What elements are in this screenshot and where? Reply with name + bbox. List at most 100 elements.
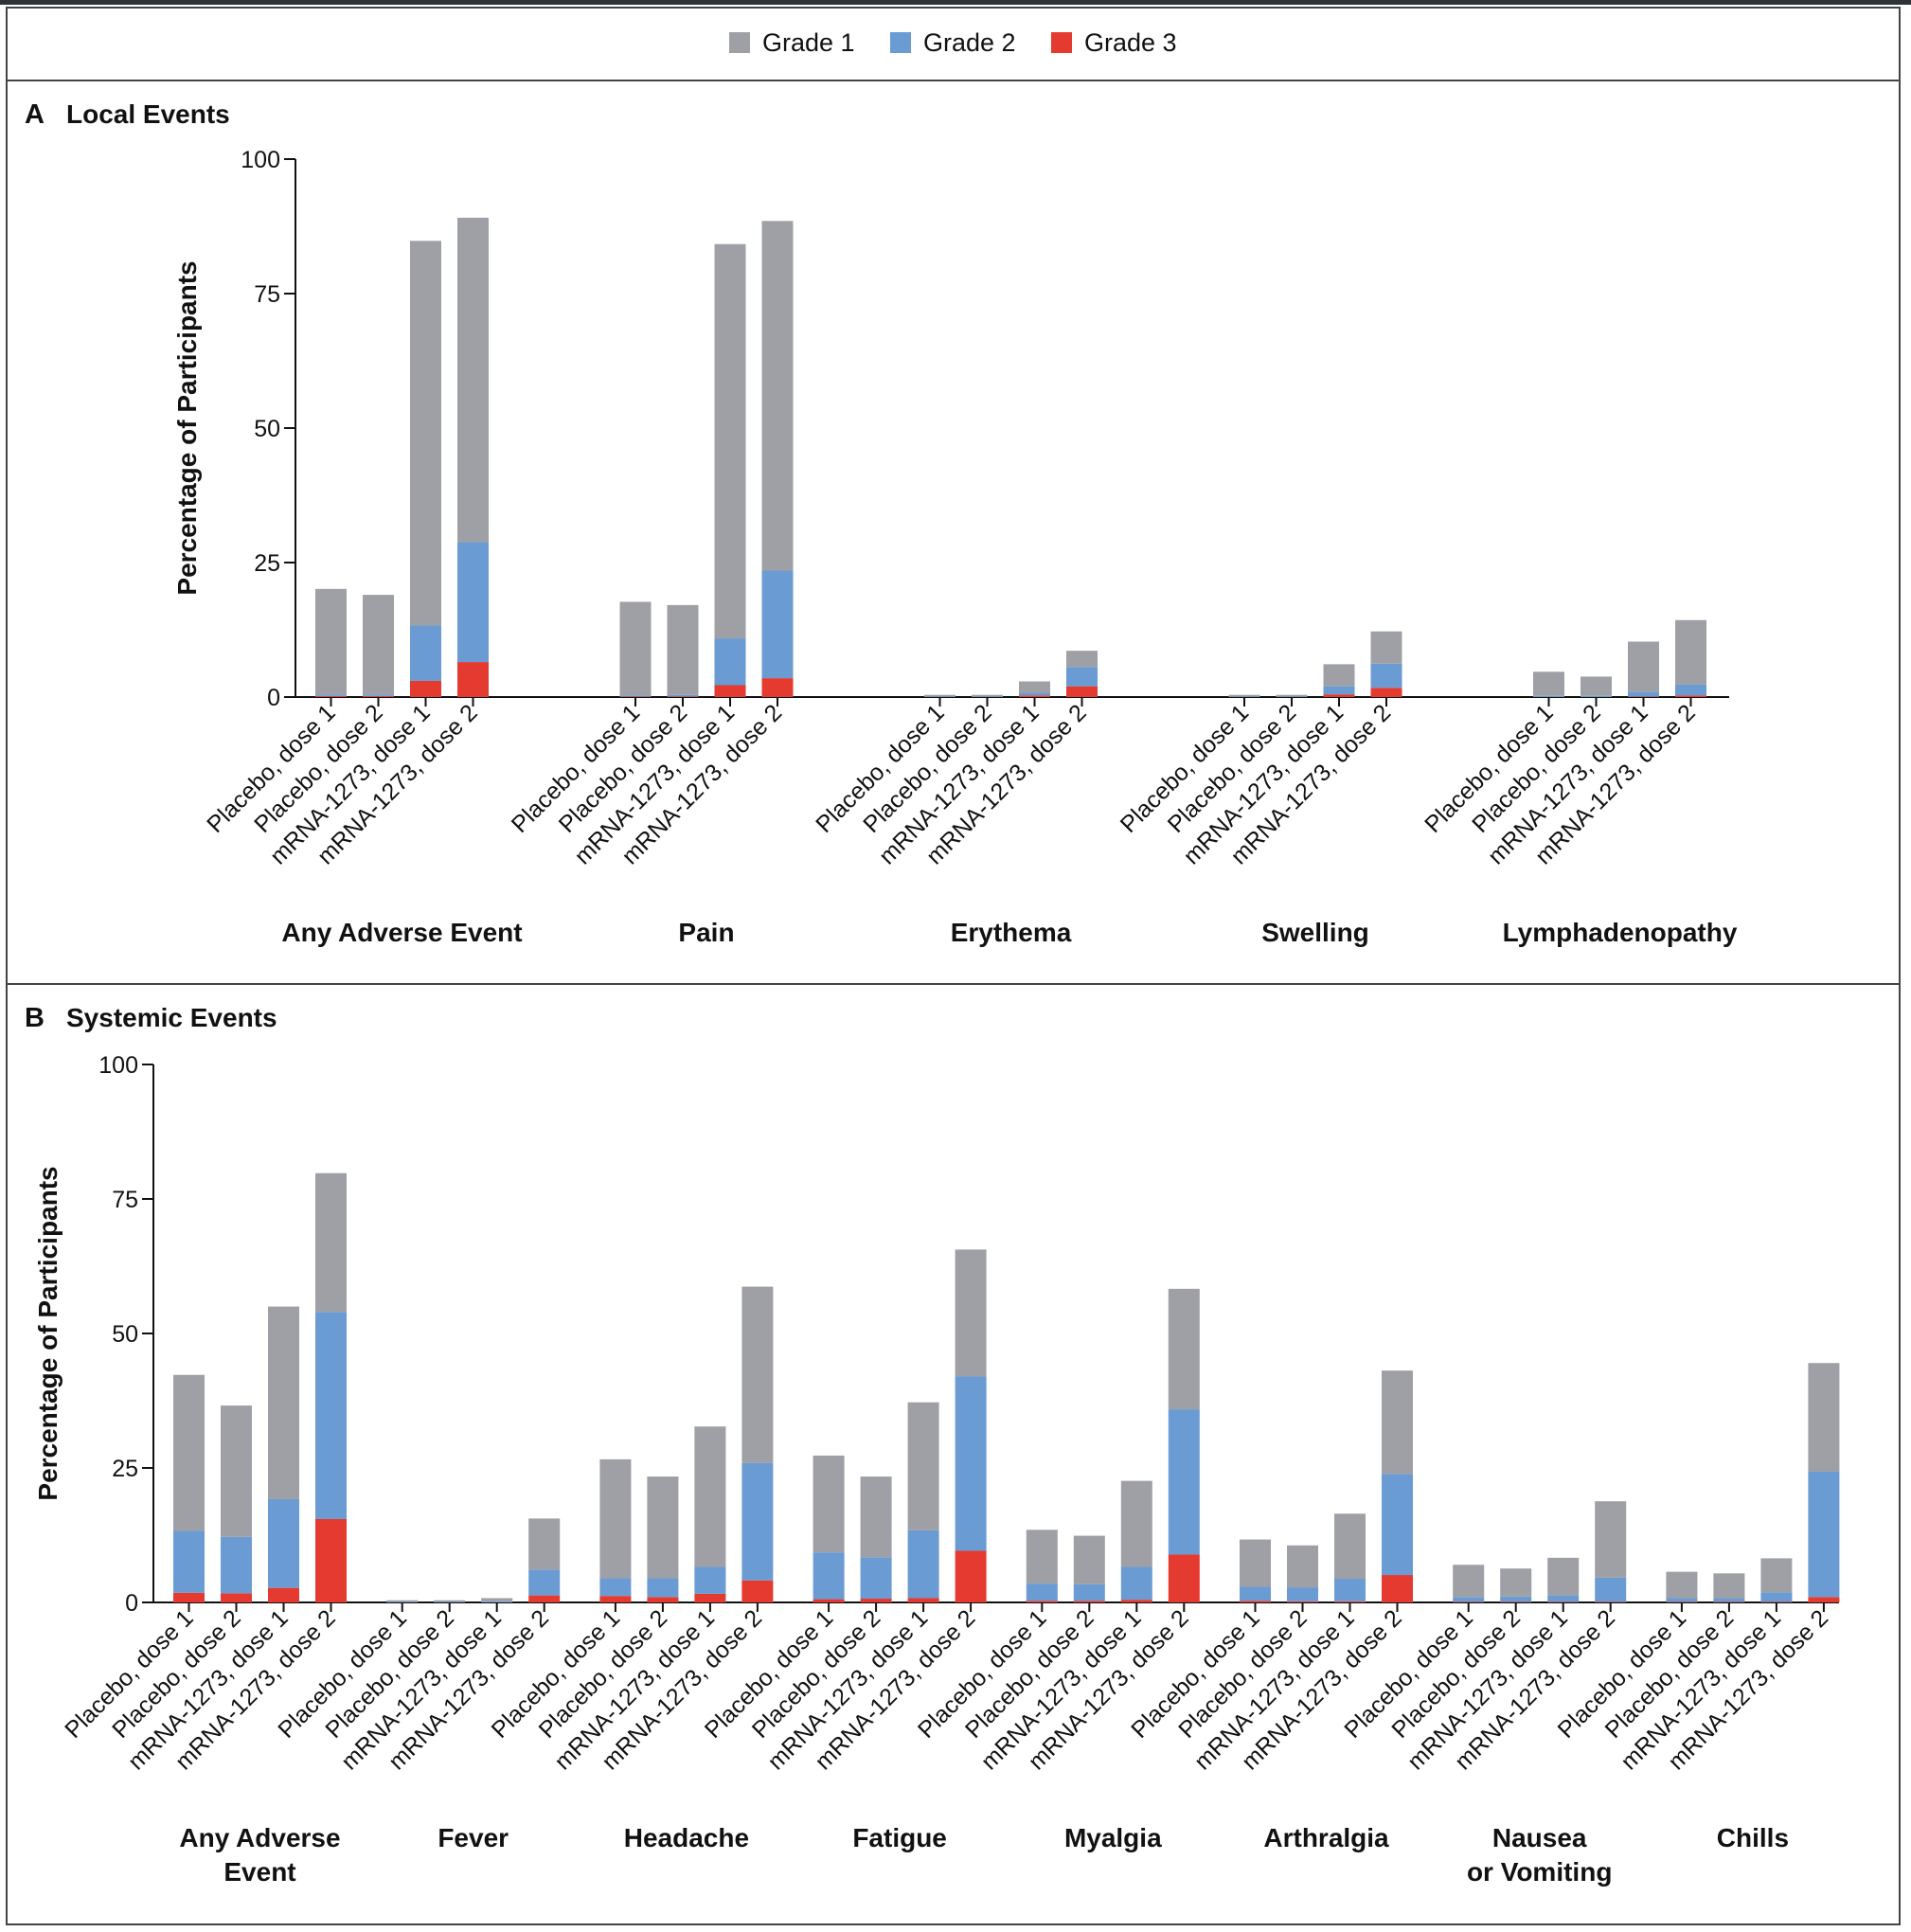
legend-swatch-grade-1 (729, 32, 750, 53)
group-label: Myalgia (1064, 1823, 1162, 1852)
bar-segment-grade-1 (1713, 1573, 1745, 1599)
bar-segment-grade-2 (1382, 1474, 1413, 1576)
bar-segment-grade-1 (741, 1286, 774, 1463)
bar-segment-grade-3 (1334, 1601, 1366, 1602)
bar-segment-grade-3 (363, 695, 394, 697)
bar-segment-grade-3 (410, 680, 441, 697)
bar-segment-grade-2 (1287, 1587, 1318, 1601)
bar-segment-grade-1 (1500, 1568, 1532, 1597)
bar-segment-grade-2 (647, 1578, 679, 1598)
bar-segment-grade-2 (1595, 1577, 1627, 1602)
bar-segment-grade-1 (1287, 1545, 1318, 1588)
bar-segment-grade-3 (1323, 694, 1355, 697)
y-tick-label: 75 (112, 1187, 138, 1213)
bar-segment-grade-3 (741, 1580, 774, 1602)
bar-segment-grade-3 (907, 1598, 939, 1602)
group-label: Event (223, 1857, 295, 1887)
bar-segment-grade-1 (619, 601, 652, 696)
y-tick-label: 100 (98, 1052, 138, 1079)
bar-segment-grade-2 (694, 1566, 726, 1594)
bar-segment-grade-3 (1382, 1575, 1413, 1602)
top-strip (0, 0, 1911, 5)
bar-segment-grade-2 (1533, 695, 1564, 697)
bar-segment-grade-1 (1628, 641, 1659, 692)
y-tick-label: 0 (125, 1590, 138, 1617)
bar-segment-grade-2 (714, 638, 746, 686)
bar-segment-grade-2 (1276, 696, 1308, 697)
bar-segment-grade-1 (1382, 1370, 1413, 1475)
y-tick-label: 75 (254, 281, 280, 308)
bar-segment-grade-1 (924, 694, 956, 697)
legend-label-grade-1: Grade 1 (762, 28, 855, 57)
group-label: Arthralgia (1263, 1823, 1389, 1852)
bar-segment-grade-2 (1228, 696, 1260, 697)
bar-segment-grade-1 (434, 1600, 466, 1602)
bar-segment-grade-1 (694, 1426, 726, 1567)
group-label: Any Adverse (179, 1823, 340, 1852)
bar-segment-grade-2 (1323, 686, 1355, 695)
bar-segment-grade-2 (1120, 1566, 1152, 1601)
bar-segment-grade-2 (741, 1462, 774, 1581)
panel-a-frame (6, 80, 1901, 985)
bar-segment-grade-2 (1500, 1596, 1532, 1602)
bar-segment-grade-3 (860, 1599, 892, 1602)
bar-segment-grade-1 (1581, 676, 1612, 696)
bar-segment-grade-1 (410, 241, 441, 626)
bar-segment-grade-2 (1453, 1597, 1485, 1602)
bar-segment-grade-1 (1168, 1288, 1200, 1410)
legend-label-grade-3: Grade 3 (1084, 28, 1177, 57)
bar-segment-grade-3 (1713, 1601, 1745, 1602)
bar-segment-grade-2 (457, 542, 489, 663)
bar-segment-grade-1 (481, 1598, 513, 1601)
bar-segment-grade-3 (599, 1596, 632, 1602)
bar-segment-grade-2 (1628, 691, 1659, 697)
bar-segment-grade-1 (667, 604, 699, 695)
bar-segment-grade-3 (813, 1599, 845, 1602)
bar-segment-grade-3 (1595, 1601, 1627, 1602)
bar-segment-grade-1 (955, 1249, 987, 1377)
y-tick-label: 25 (112, 1456, 138, 1482)
bar-segment-grade-2 (761, 570, 794, 679)
legend: Grade 1 Grade 2 Grade 3 (729, 28, 1177, 57)
bar-segment-grade-3 (1240, 1601, 1271, 1602)
bar-segment-grade-3 (1808, 1597, 1840, 1602)
bar-segment-grade-2 (667, 694, 699, 697)
bar-segment-grade-2 (481, 1601, 513, 1602)
bar-segment-grade-2 (1334, 1579, 1366, 1601)
bar-segment-grade-3 (268, 1587, 299, 1602)
panel-a-letter: A (25, 99, 45, 130)
bar-segment-grade-3 (1547, 1601, 1580, 1602)
bar-segment-grade-1 (221, 1405, 252, 1537)
bar-segment-grade-1 (647, 1476, 679, 1579)
bar-segment-grade-2 (315, 1312, 347, 1519)
legend-panel (6, 7, 1901, 81)
bar-segment-grade-2 (434, 1601, 466, 1602)
bar-segment-grade-1 (315, 588, 347, 695)
bar-segment-grade-3 (667, 696, 699, 697)
bar-segment-grade-1 (1334, 1513, 1366, 1580)
bar-segment-grade-1 (813, 1455, 845, 1553)
bar-segment-grade-1 (714, 243, 746, 639)
bar-segment-grade-3 (694, 1593, 726, 1602)
y-tick-label: 100 (241, 147, 280, 173)
bar-segment-grade-1 (315, 1172, 347, 1313)
bar-segment-grade-3 (315, 695, 347, 697)
bar-segment-grade-1 (1019, 681, 1050, 693)
bar-segment-grade-1 (907, 1402, 939, 1530)
bar-segment-grade-2 (1066, 667, 1098, 687)
bar-segment-grade-3 (1120, 1600, 1152, 1602)
bar-segment-grade-3 (528, 1595, 561, 1602)
bar-segment-grade-3 (1287, 1601, 1318, 1602)
bar-segment-grade-1 (1120, 1480, 1152, 1567)
group-label: Headache (624, 1823, 749, 1852)
bar-segment-grade-1 (173, 1374, 205, 1531)
bar-segment-grade-3 (173, 1592, 205, 1602)
group-label: Chills (1717, 1823, 1789, 1852)
bar-segment-grade-2 (924, 696, 956, 697)
bar-segment-grade-3 (1675, 695, 1706, 697)
bar-segment-grade-1 (1276, 694, 1308, 697)
bar-segment-grade-2 (1370, 663, 1402, 689)
y-tick-label: 50 (112, 1321, 138, 1348)
bar-segment-grade-1 (386, 1600, 419, 1602)
